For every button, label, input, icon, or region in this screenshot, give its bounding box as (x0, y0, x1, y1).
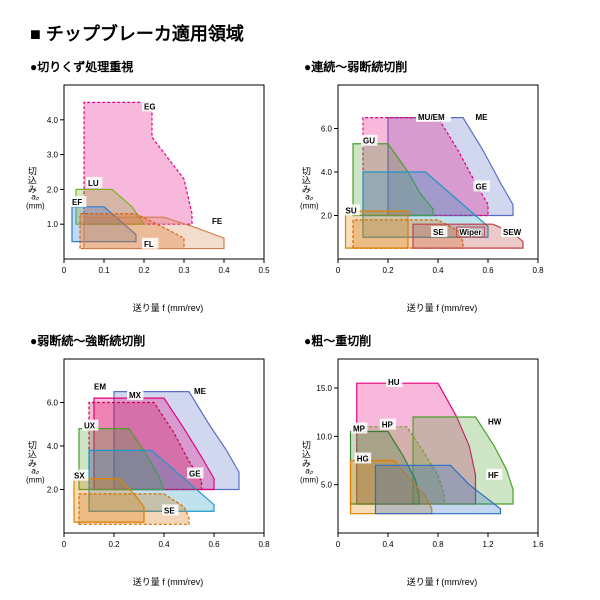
svg-text:6.0: 6.0 (47, 399, 59, 408)
chart-tl: 0 0.1 0.2 0.3 0.4 0.5 1.0 2.0 3.0 4.0 EG LU EF FL FE (30, 79, 270, 279)
svg-text:1.2: 1.2 (482, 540, 494, 549)
x-axis-label: 送り量 f (mm/rev) (304, 575, 550, 588)
chart-grid: ●切りくず処理重視 切込み aₚ (mm) 0 0.1 0.2 0.3 0.4 0.5 1.… (30, 58, 550, 588)
svg-text:0.8: 0.8 (432, 540, 444, 549)
panel-title: ●粗～重切削 (304, 332, 550, 349)
svg-text:0: 0 (62, 266, 67, 275)
region-label-LU: LU (88, 179, 99, 188)
region-label-MU/EM: MU/EM (418, 113, 445, 122)
svg-text:0.2: 0.2 (108, 540, 120, 549)
region-label-SEW: SEW (503, 228, 522, 237)
chart-bl: 0 0.2 0.4 0.6 0.8 2.0 4.0 6.0 ME MX EM UX GE SX SE (30, 353, 270, 553)
panel-br: ●粗～重切削 切込み aₚ (mm) 00.40.81.21.65.010.01… (304, 332, 550, 588)
svg-text:0.5: 0.5 (258, 266, 270, 275)
region-label-HG: HG (357, 454, 369, 463)
x-axis-label: 送り量 f (mm/rev) (304, 301, 550, 314)
panel-tr: ●連続～弱断続切削 切込み aₚ (mm) 00.20.40.60.82.04.… (304, 58, 550, 314)
svg-text:0: 0 (62, 540, 67, 549)
chart-br: 0 0.4 0.8 1.2 1.6 5.0 10.0 15.0 HU HW HP MP HG HF (304, 353, 544, 553)
svg-text:10.0: 10.0 (316, 432, 332, 441)
region-label-HU: HU (388, 378, 400, 387)
page-title: ■ チップブレーカ適用領域 (30, 20, 570, 46)
panel-tl: ●切りくず処理重視 切込み aₚ (mm) 00.10.20.30.40.51.… (30, 58, 276, 314)
region-label-MP: MP (353, 425, 366, 434)
svg-text:0.8: 0.8 (532, 266, 544, 275)
svg-text:1.6: 1.6 (532, 540, 544, 549)
svg-text:0.2: 0.2 (138, 266, 150, 275)
region-label-EG: EG (144, 102, 156, 111)
region-label-HW: HW (488, 418, 502, 427)
region-label-SE: SE (433, 228, 444, 237)
svg-text:0.6: 0.6 (482, 266, 494, 275)
x-axis-label: 送り量 f (mm/rev) (30, 575, 276, 588)
svg-text:15.0: 15.0 (316, 384, 332, 393)
region-label-EF: EF (72, 198, 82, 207)
panel-title: ●連続～弱断続切削 (304, 58, 550, 75)
svg-text:2.0: 2.0 (321, 212, 333, 221)
region-label-UX: UX (84, 422, 96, 431)
region-label-EM: EM (94, 382, 106, 391)
svg-text:0: 0 (336, 540, 341, 549)
svg-text:0: 0 (336, 266, 341, 275)
svg-text:5.0: 5.0 (321, 481, 333, 490)
svg-text:0.2: 0.2 (382, 266, 394, 275)
region-label-FE: FE (212, 217, 223, 226)
panel-bl: ●弱断続～強断続切削 切込み aₚ (mm) 00.20.40.60.82.04… (30, 332, 276, 588)
svg-text:0.3: 0.3 (178, 266, 190, 275)
region-label-FL: FL (144, 240, 154, 249)
region-label-GE: GE (189, 469, 201, 478)
chart-tr: 0 0.2 0.4 0.6 0.8 2.0 4.0 6.0 ME MU/EM GU GE SU SE SEW… (304, 79, 544, 279)
y-axis-label: 切込み aₚ (mm) (26, 167, 45, 212)
svg-text:3.0: 3.0 (47, 151, 59, 160)
region-label-GE: GE (476, 182, 488, 191)
region-label-ME: ME (194, 387, 207, 396)
region-label-SX: SX (74, 472, 85, 481)
region-label-SU: SU (346, 206, 357, 215)
svg-text:4.0: 4.0 (47, 116, 59, 125)
svg-text:2.0: 2.0 (47, 486, 59, 495)
y-axis-label: 切込み aₚ (mm) (300, 167, 319, 212)
svg-text:0.4: 0.4 (218, 266, 230, 275)
region-label-ME: ME (476, 113, 489, 122)
svg-text:1.0: 1.0 (47, 220, 59, 229)
panel-title: ●切りくず処理重視 (30, 58, 276, 75)
svg-text:6.0: 6.0 (321, 125, 333, 134)
svg-text:0.4: 0.4 (382, 540, 394, 549)
svg-text:0.8: 0.8 (258, 540, 270, 549)
svg-text:4.0: 4.0 (47, 442, 59, 451)
x-axis-label: 送り量 f (mm/rev) (30, 301, 276, 314)
svg-text:0.4: 0.4 (432, 266, 444, 275)
svg-text:0.6: 0.6 (208, 540, 220, 549)
svg-text:2.0: 2.0 (47, 185, 59, 194)
y-axis-label: 切込み aₚ (mm) (26, 441, 45, 486)
panel-title: ●弱断続～強断続切削 (30, 332, 276, 349)
region-label-HF: HF (488, 471, 499, 480)
svg-text:0.1: 0.1 (98, 266, 110, 275)
region-label-HP: HP (382, 421, 394, 430)
region-label-MX: MX (129, 391, 142, 400)
svg-text:0.4: 0.4 (158, 540, 170, 549)
svg-text:Wiper: Wiper (459, 228, 481, 237)
region-label-GU: GU (363, 137, 375, 146)
region-label-SE: SE (164, 506, 175, 515)
y-axis-label: 切込み aₚ (mm) (300, 441, 319, 486)
svg-text:4.0: 4.0 (321, 168, 333, 177)
